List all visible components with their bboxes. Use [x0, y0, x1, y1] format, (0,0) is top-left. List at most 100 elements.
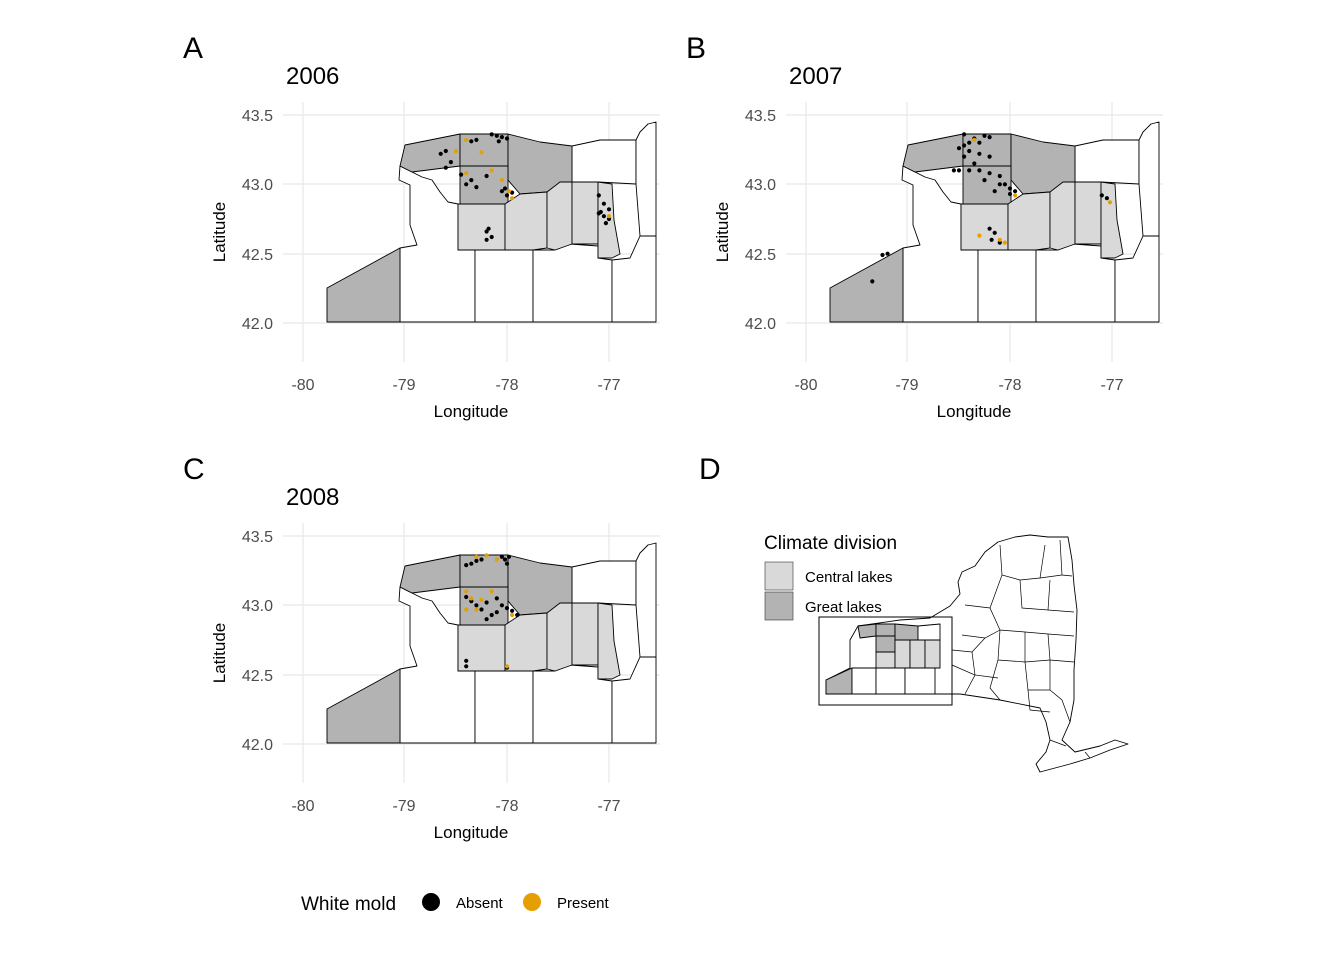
great-lakes-label: Great lakes — [805, 599, 882, 616]
x-tick-label: -80 — [794, 377, 817, 394]
panel-tag: D — [699, 453, 721, 486]
absent-point — [484, 237, 489, 242]
y-tick-label: 42.0 — [242, 737, 273, 754]
absent-point — [982, 178, 987, 183]
present-point — [474, 554, 479, 559]
absent-point — [870, 279, 875, 284]
observation-points — [870, 132, 1113, 284]
present-point — [464, 589, 469, 594]
absent-point — [987, 154, 992, 159]
absent-point — [1013, 189, 1018, 194]
observation-points — [438, 132, 612, 242]
map-panel-2007: B 2007 -80 -79 -78 -77 43.5 43.0 42.5 42… — [686, 32, 1163, 421]
panel-tag: A — [183, 32, 203, 65]
white-mold-legend-title: White mold — [301, 894, 396, 915]
absent-point — [474, 185, 479, 190]
present-label: Present — [557, 895, 610, 912]
absent-point — [496, 139, 501, 144]
white-mold-legend: White mold Absent Present — [301, 893, 610, 915]
absent-point — [606, 207, 612, 212]
y-tick-label: 42.5 — [745, 247, 776, 264]
absent-point — [484, 173, 489, 179]
absent-point — [469, 561, 474, 566]
central-lakes-swatch — [764, 561, 794, 591]
y-tick-label: 43.5 — [242, 108, 273, 125]
y-axis-label: Latitude — [210, 623, 229, 684]
map-panel-2008: C 2008 -80 -79 -78 -77 43.5 43.0 42.5 42… — [183, 453, 660, 842]
present-point — [1107, 200, 1113, 205]
present-swatch — [523, 893, 541, 911]
present-point — [484, 553, 489, 558]
panel-tag: C — [183, 453, 205, 486]
absent-point — [504, 561, 510, 566]
absent-point — [479, 607, 484, 612]
absent-point — [502, 186, 508, 191]
present-point — [972, 137, 977, 142]
absent-point — [596, 193, 601, 198]
present-point — [997, 237, 1002, 242]
absent-point — [1099, 193, 1104, 198]
absent-point — [474, 558, 479, 563]
present-point — [606, 214, 612, 219]
y-tick-label: 43.0 — [745, 177, 776, 194]
y-tick-label: 42.0 — [745, 316, 776, 333]
absent-point — [464, 182, 469, 187]
absent-point — [504, 606, 510, 611]
x-tick-label: -79 — [392, 798, 415, 815]
absent-point — [464, 594, 469, 600]
panel-tag: B — [686, 32, 706, 65]
absent-point — [443, 165, 448, 170]
absent-point — [977, 140, 982, 145]
absent-point — [499, 603, 504, 608]
absent-point — [486, 226, 491, 231]
absent-point — [494, 610, 499, 615]
map-panel-2006: A 2006 -80 -79 -78 -77 43.5 43.0 42.5 42… — [183, 32, 660, 421]
absent-point — [499, 554, 504, 559]
present-point — [506, 189, 512, 194]
central-lakes-label: Central lakes — [805, 569, 893, 586]
absent-point — [601, 201, 607, 206]
y-tick-label: 42.0 — [242, 316, 273, 333]
absent-label: Absent — [456, 895, 504, 912]
absent-point — [601, 214, 607, 219]
y-tick-label: 42.5 — [242, 247, 273, 264]
county-map — [829, 121, 1160, 323]
absent-point — [997, 173, 1002, 179]
absent-point — [484, 600, 489, 605]
y-tick-label: 43.0 — [242, 177, 273, 194]
present-point — [504, 664, 510, 669]
present-point — [479, 150, 484, 155]
absent-point — [464, 658, 469, 663]
x-tick-label: -79 — [392, 377, 415, 394]
y-tick-label: 42.5 — [242, 668, 273, 685]
x-tick-label: -77 — [597, 377, 620, 394]
absent-point — [972, 161, 977, 166]
observation-points — [464, 553, 520, 670]
present-point — [509, 612, 515, 618]
present-point — [977, 233, 982, 238]
x-axis-label: Longitude — [434, 402, 509, 421]
absent-point — [1104, 196, 1109, 201]
present-point — [464, 171, 469, 176]
panel-title: 2006 — [286, 63, 339, 90]
absent-point — [515, 612, 520, 618]
present-point — [509, 196, 515, 201]
absent-point — [494, 596, 499, 601]
absent-point — [474, 137, 479, 142]
y-axis-label: Latitude — [210, 202, 229, 263]
absent-point — [484, 617, 489, 622]
absent-point — [967, 140, 972, 145]
absent-point — [967, 148, 972, 154]
great-lakes-swatch — [764, 591, 794, 621]
y-tick-label: 43.5 — [242, 529, 273, 546]
present-point — [489, 589, 494, 594]
state-overview-panel: D Climate division Central lakes Great l… — [699, 453, 1129, 773]
absent-point — [469, 178, 474, 183]
absent-point — [479, 557, 484, 562]
absent-point — [1007, 191, 1013, 197]
absent-point — [1002, 182, 1007, 187]
present-point — [1002, 240, 1007, 245]
absent-point — [489, 132, 494, 137]
absent-point — [489, 234, 494, 240]
